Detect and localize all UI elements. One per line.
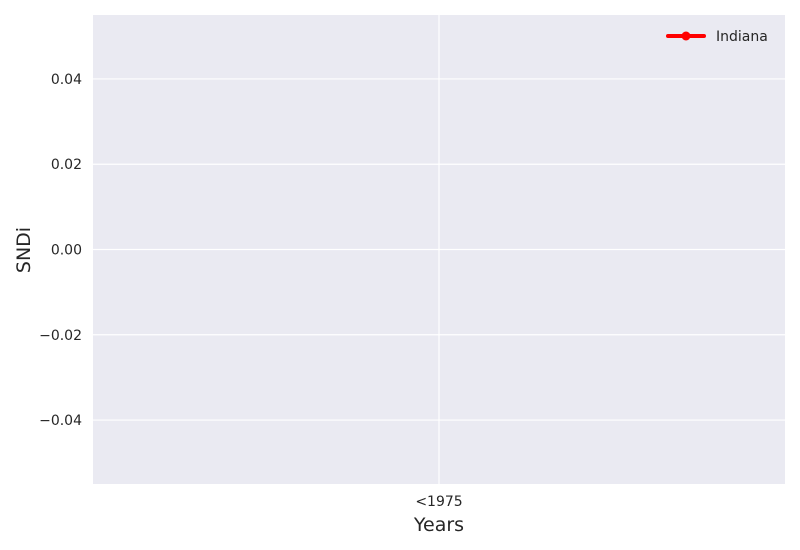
x-axis-label: Years [413, 514, 464, 536]
x-axis-ticks: <1975 [415, 494, 462, 510]
legend: Indiana [666, 29, 768, 45]
y-tick-label: −0.02 [39, 328, 82, 344]
y-tick-label: 0.00 [51, 243, 82, 259]
grid-lines [93, 15, 785, 484]
legend-marker [681, 31, 691, 41]
y-tick-label: 0.02 [51, 157, 82, 173]
y-tick-label: −0.04 [39, 413, 82, 429]
y-axis-ticks: −0.04 −0.02 0.00 0.02 0.04 [39, 72, 82, 429]
x-tick-label: <1975 [415, 494, 462, 510]
legend-label: Indiana [716, 29, 768, 45]
y-tick-label: 0.04 [51, 72, 82, 88]
y-axis-label: SNDi [13, 227, 35, 273]
